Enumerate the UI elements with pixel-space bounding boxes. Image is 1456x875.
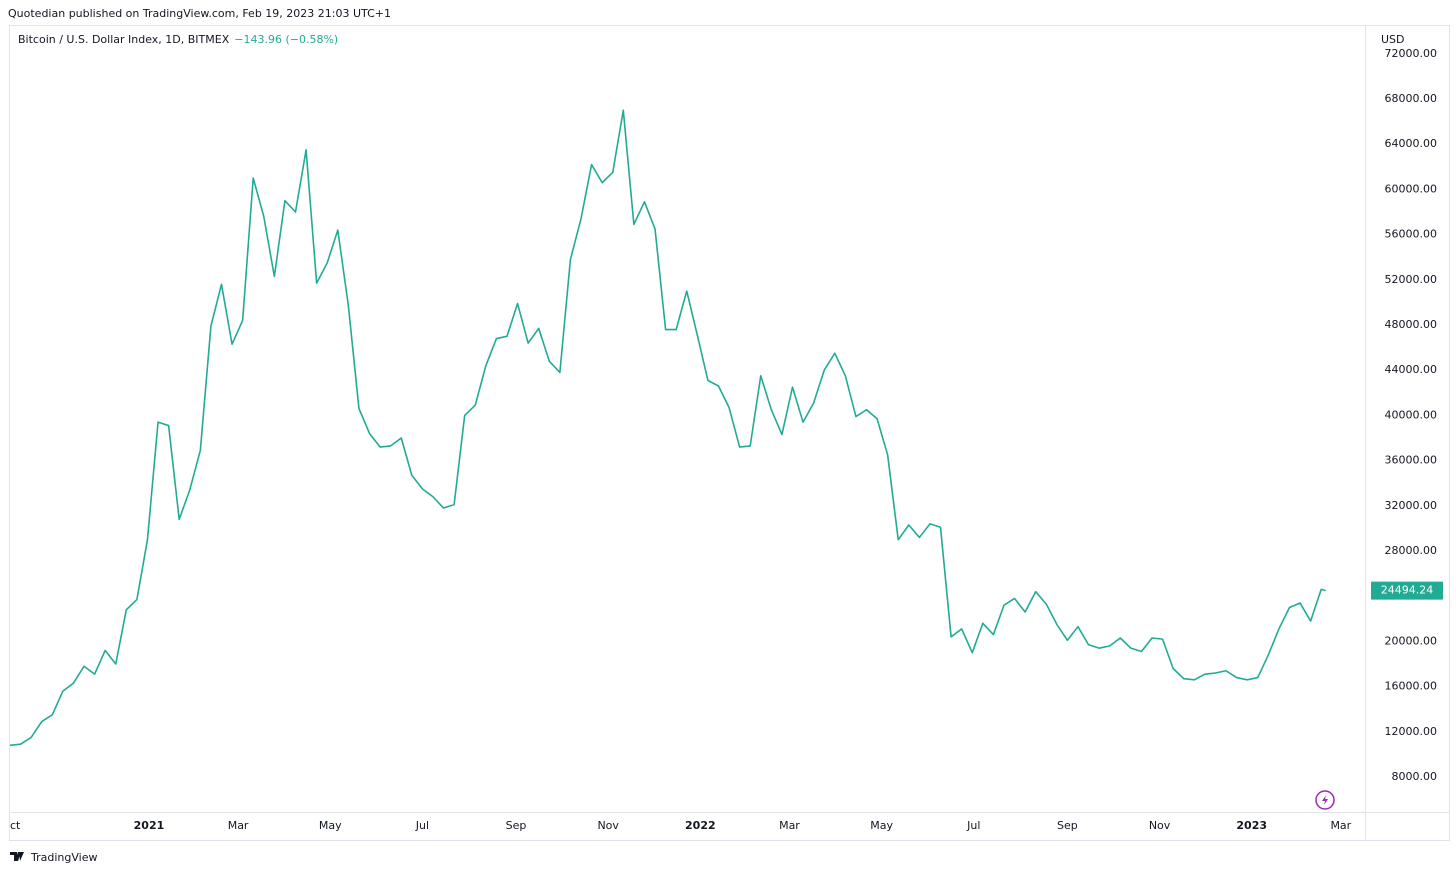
- lightning-icon: [1315, 790, 1335, 810]
- x-tick-label: Jul: [966, 819, 980, 832]
- tv-logo: [10, 852, 24, 861]
- last-price-box: [1371, 581, 1443, 600]
- price-line: [9, 109, 1326, 747]
- y-tick-label: 44000.00: [1385, 363, 1438, 376]
- x-tick-label: Sep: [1057, 819, 1078, 832]
- y-tick-label: 72000.00: [1385, 47, 1438, 60]
- x-tick-label: 2023: [1236, 819, 1267, 832]
- change: −143.96 (−0.58%): [234, 33, 338, 46]
- x-tick-label: Mar: [228, 819, 249, 832]
- y-tick-label: 36000.00: [1385, 454, 1438, 467]
- x-tick-label: 2021: [134, 819, 165, 832]
- y-tick-label: 16000.00: [1385, 680, 1438, 693]
- x-tick-label: May: [319, 819, 342, 832]
- publisher: Quotedian published on TradingView.com, …: [8, 7, 391, 20]
- y-tick-label: 68000.00: [1385, 92, 1438, 105]
- y-tick-label: 64000.00: [1385, 137, 1438, 150]
- y-tick-label: 8000.00: [1392, 770, 1438, 783]
- y-tick-label: 28000.00: [1385, 544, 1438, 557]
- x-tick-label: Nov: [1149, 819, 1171, 832]
- x-tick-label: Sep: [506, 819, 527, 832]
- brand: TradingView: [30, 851, 97, 864]
- y-tick-label: 56000.00: [1385, 228, 1438, 241]
- y-tick-label: 12000.00: [1385, 725, 1438, 738]
- y-tick-label: 40000.00: [1385, 408, 1438, 421]
- last-price-label: 24494.24: [1381, 584, 1434, 597]
- x-tick-label: Nov: [597, 819, 619, 832]
- y-tick-label: 52000.00: [1385, 273, 1438, 286]
- x-tick-label: ct: [10, 819, 21, 832]
- frame: [9, 25, 1450, 841]
- symbol-legend: Bitcoin / U.S. Dollar Index, 1D, BITMEX: [18, 33, 230, 46]
- y-axis-label: USD: [1381, 33, 1405, 46]
- x-tick-label: May: [870, 819, 893, 832]
- x-tick-label: Mar: [1330, 819, 1351, 832]
- y-tick-label: 48000.00: [1385, 318, 1438, 331]
- x-tick-label: Mar: [779, 819, 800, 832]
- y-tick-label: 32000.00: [1385, 499, 1438, 512]
- y-tick-label: 60000.00: [1385, 182, 1438, 195]
- x-tick-label: Jul: [415, 819, 429, 832]
- y-tick-label: 20000.00: [1385, 634, 1438, 647]
- x-tick-label: 2022: [685, 819, 716, 832]
